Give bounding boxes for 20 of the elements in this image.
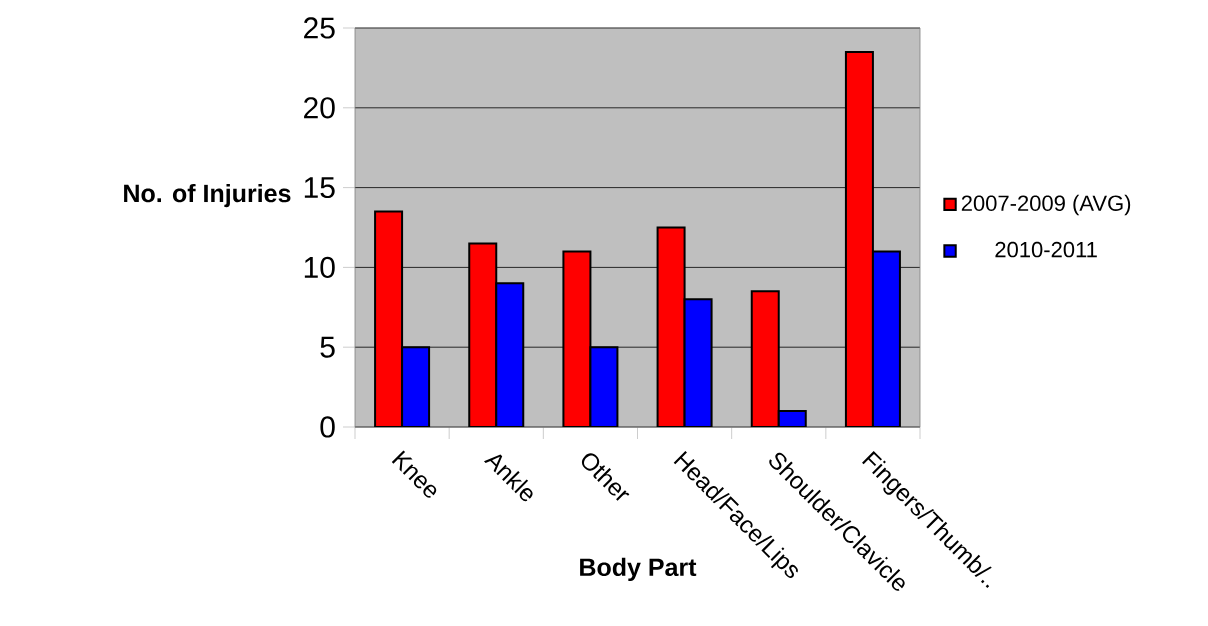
y-tick-label: 20 <box>304 97 335 119</box>
y-tick-label: 25 <box>304 17 335 39</box>
legend-label: 2010-2011 <box>995 241 1097 258</box>
bar <box>589 346 619 427</box>
bar <box>374 210 404 427</box>
bar <box>844 50 874 427</box>
bar <box>495 282 525 427</box>
y-axis-title: No. of Injuries <box>124 183 291 208</box>
bar <box>750 290 780 427</box>
legend-label: 2007-2009 (AVG) <box>961 194 1131 216</box>
y-tick-label: 0 <box>320 416 335 438</box>
y-tick-label: 5 <box>320 336 335 358</box>
bar <box>562 250 592 427</box>
bar <box>468 242 498 427</box>
y-tick-label: 15 <box>304 177 335 199</box>
bar <box>401 346 431 427</box>
bar <box>656 226 686 427</box>
bar <box>871 250 901 427</box>
y-tick-label: 10 <box>304 256 335 279</box>
bar <box>683 298 713 427</box>
